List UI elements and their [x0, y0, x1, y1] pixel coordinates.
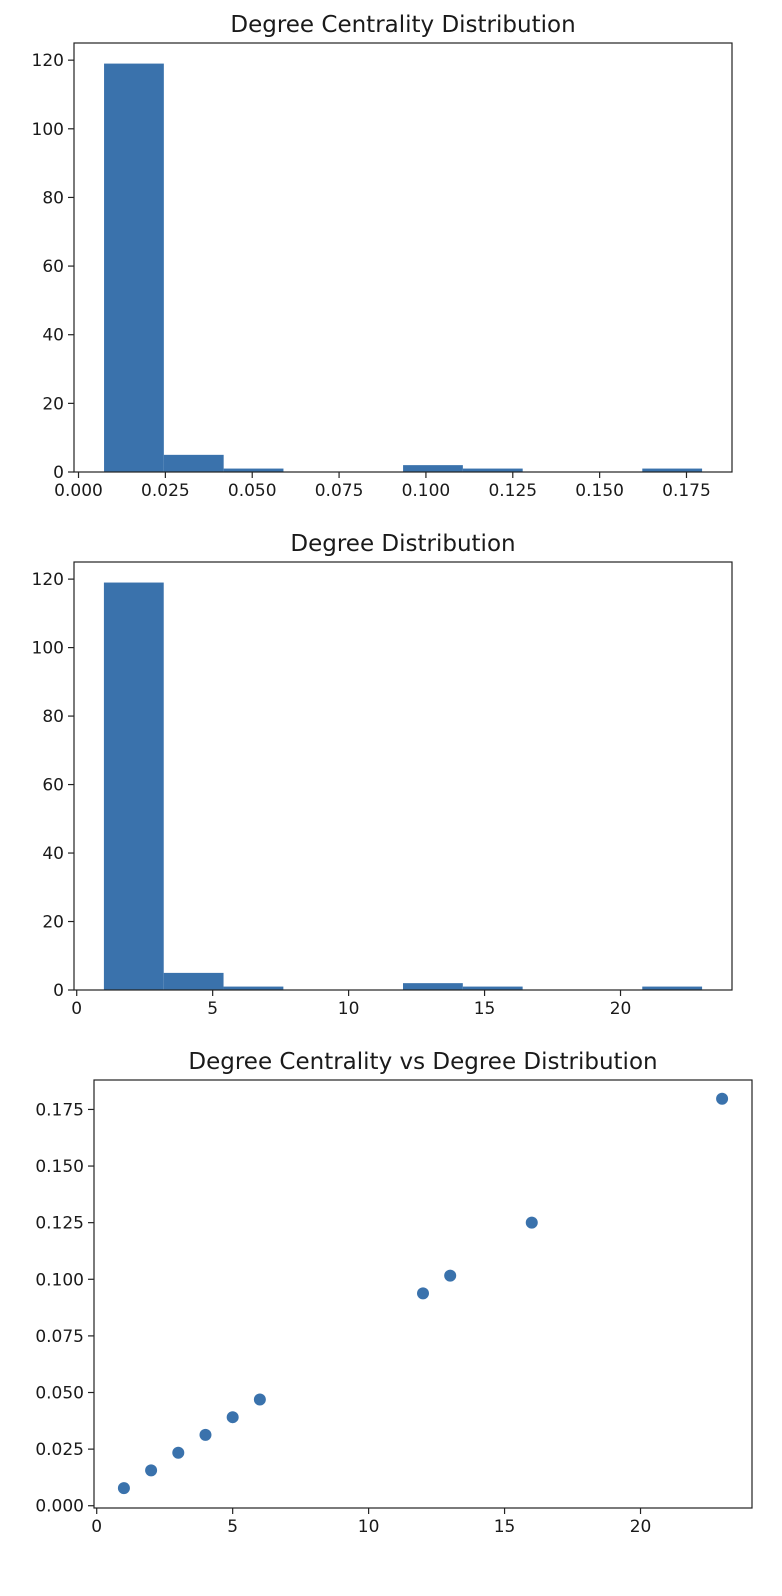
x-tick-label: 20: [610, 999, 632, 1019]
scatter-point: [199, 1428, 212, 1441]
y-tick-label: 0.000: [35, 1497, 84, 1517]
y-tick-label: 0.025: [35, 1440, 84, 1460]
x-tick-label: 0.100: [402, 481, 451, 501]
scatter-point: [172, 1446, 185, 1459]
axes-frame: [73, 561, 733, 991]
axes-frame: [93, 1079, 753, 1509]
x-tick-label: 0.125: [488, 481, 537, 501]
y-tick-label: 0.150: [35, 1157, 84, 1177]
histogram-bar: [223, 468, 284, 472]
deg-hist-chart: Degree Distribution 0 5 10 15 20 0 20 40 60 80 100 1…: [32, 531, 733, 1019]
x-tick-label: 0.025: [141, 481, 190, 501]
y-tick-label: 0.075: [35, 1327, 84, 1347]
x-tick-label: 0: [91, 1517, 102, 1537]
y-tick-label: 40: [42, 844, 64, 864]
x-tick-label: 15: [474, 999, 496, 1019]
x-tick-label: 5: [207, 999, 218, 1019]
axes-frame: [73, 42, 733, 473]
y-tick-label: 0.050: [35, 1384, 84, 1404]
y-tick-label: 80: [42, 188, 64, 208]
histogram-bar: [163, 454, 224, 472]
chart-title: Degree Distribution: [290, 531, 515, 557]
histogram-bar: [103, 582, 164, 990]
y-tick-label: 0.125: [35, 1214, 84, 1234]
histogram-bar: [223, 986, 284, 990]
y-tick-label: 80: [42, 707, 64, 727]
x-tick-label: 5: [227, 1517, 238, 1537]
chart-title: Degree Centrality vs Degree Distribution: [188, 1049, 657, 1075]
y-tick-label: 60: [42, 257, 64, 277]
scatter-point: [444, 1269, 457, 1282]
histogram-bar: [642, 986, 703, 990]
histogram-bar: [462, 986, 523, 990]
x-tick-label: 0.050: [228, 481, 277, 501]
histogram-bar: [163, 972, 224, 990]
scatter-point: [117, 1482, 130, 1495]
x-tick-label: 15: [494, 1517, 516, 1537]
scatter-point: [525, 1216, 538, 1229]
histogram-bar: [403, 983, 463, 990]
scatter-point: [145, 1464, 158, 1477]
y-tick-label: 120: [32, 570, 64, 590]
x-tick-label: 20: [630, 1517, 652, 1537]
y-tick-label: 0.175: [35, 1100, 84, 1120]
chart-title: Degree Centrality Distribution: [230, 12, 575, 38]
y-tick-label: 120: [32, 51, 64, 71]
histogram-bar: [462, 468, 523, 472]
y-tick-label: 40: [42, 326, 64, 346]
x-tick-label: 0.075: [315, 481, 364, 501]
x-tick-label: 10: [338, 999, 360, 1019]
scatter-point: [226, 1411, 239, 1424]
y-tick-label: 20: [42, 394, 64, 414]
y-tick-label: 20: [42, 913, 64, 933]
x-tick-label: 0.150: [575, 481, 624, 501]
histogram-bar: [104, 63, 164, 472]
y-tick-label: 0: [53, 463, 64, 483]
x-tick-label: 10: [358, 1517, 380, 1537]
scatter-point: [417, 1287, 429, 1300]
scatter-point: [716, 1092, 729, 1105]
dc-hist-chart: Degree Centrality Distribution 0.000 0.025…: [32, 12, 733, 501]
y-tick-label: 60: [42, 776, 64, 796]
y-tick-label: 0.100: [35, 1270, 84, 1290]
x-tick-label: 0.175: [662, 481, 711, 501]
scatter-chart: Degree Centrality vs Degree Distribution…: [35, 1049, 753, 1537]
x-tick-label: 0: [71, 999, 82, 1019]
histogram-bar: [642, 468, 703, 472]
scatter-point: [253, 1393, 266, 1406]
y-tick-label: 100: [32, 639, 64, 659]
y-tick-label: 100: [32, 120, 64, 140]
y-tick-label: 0: [53, 981, 64, 1001]
x-tick-label: 0.000: [54, 481, 103, 501]
histogram-bar: [403, 465, 463, 472]
